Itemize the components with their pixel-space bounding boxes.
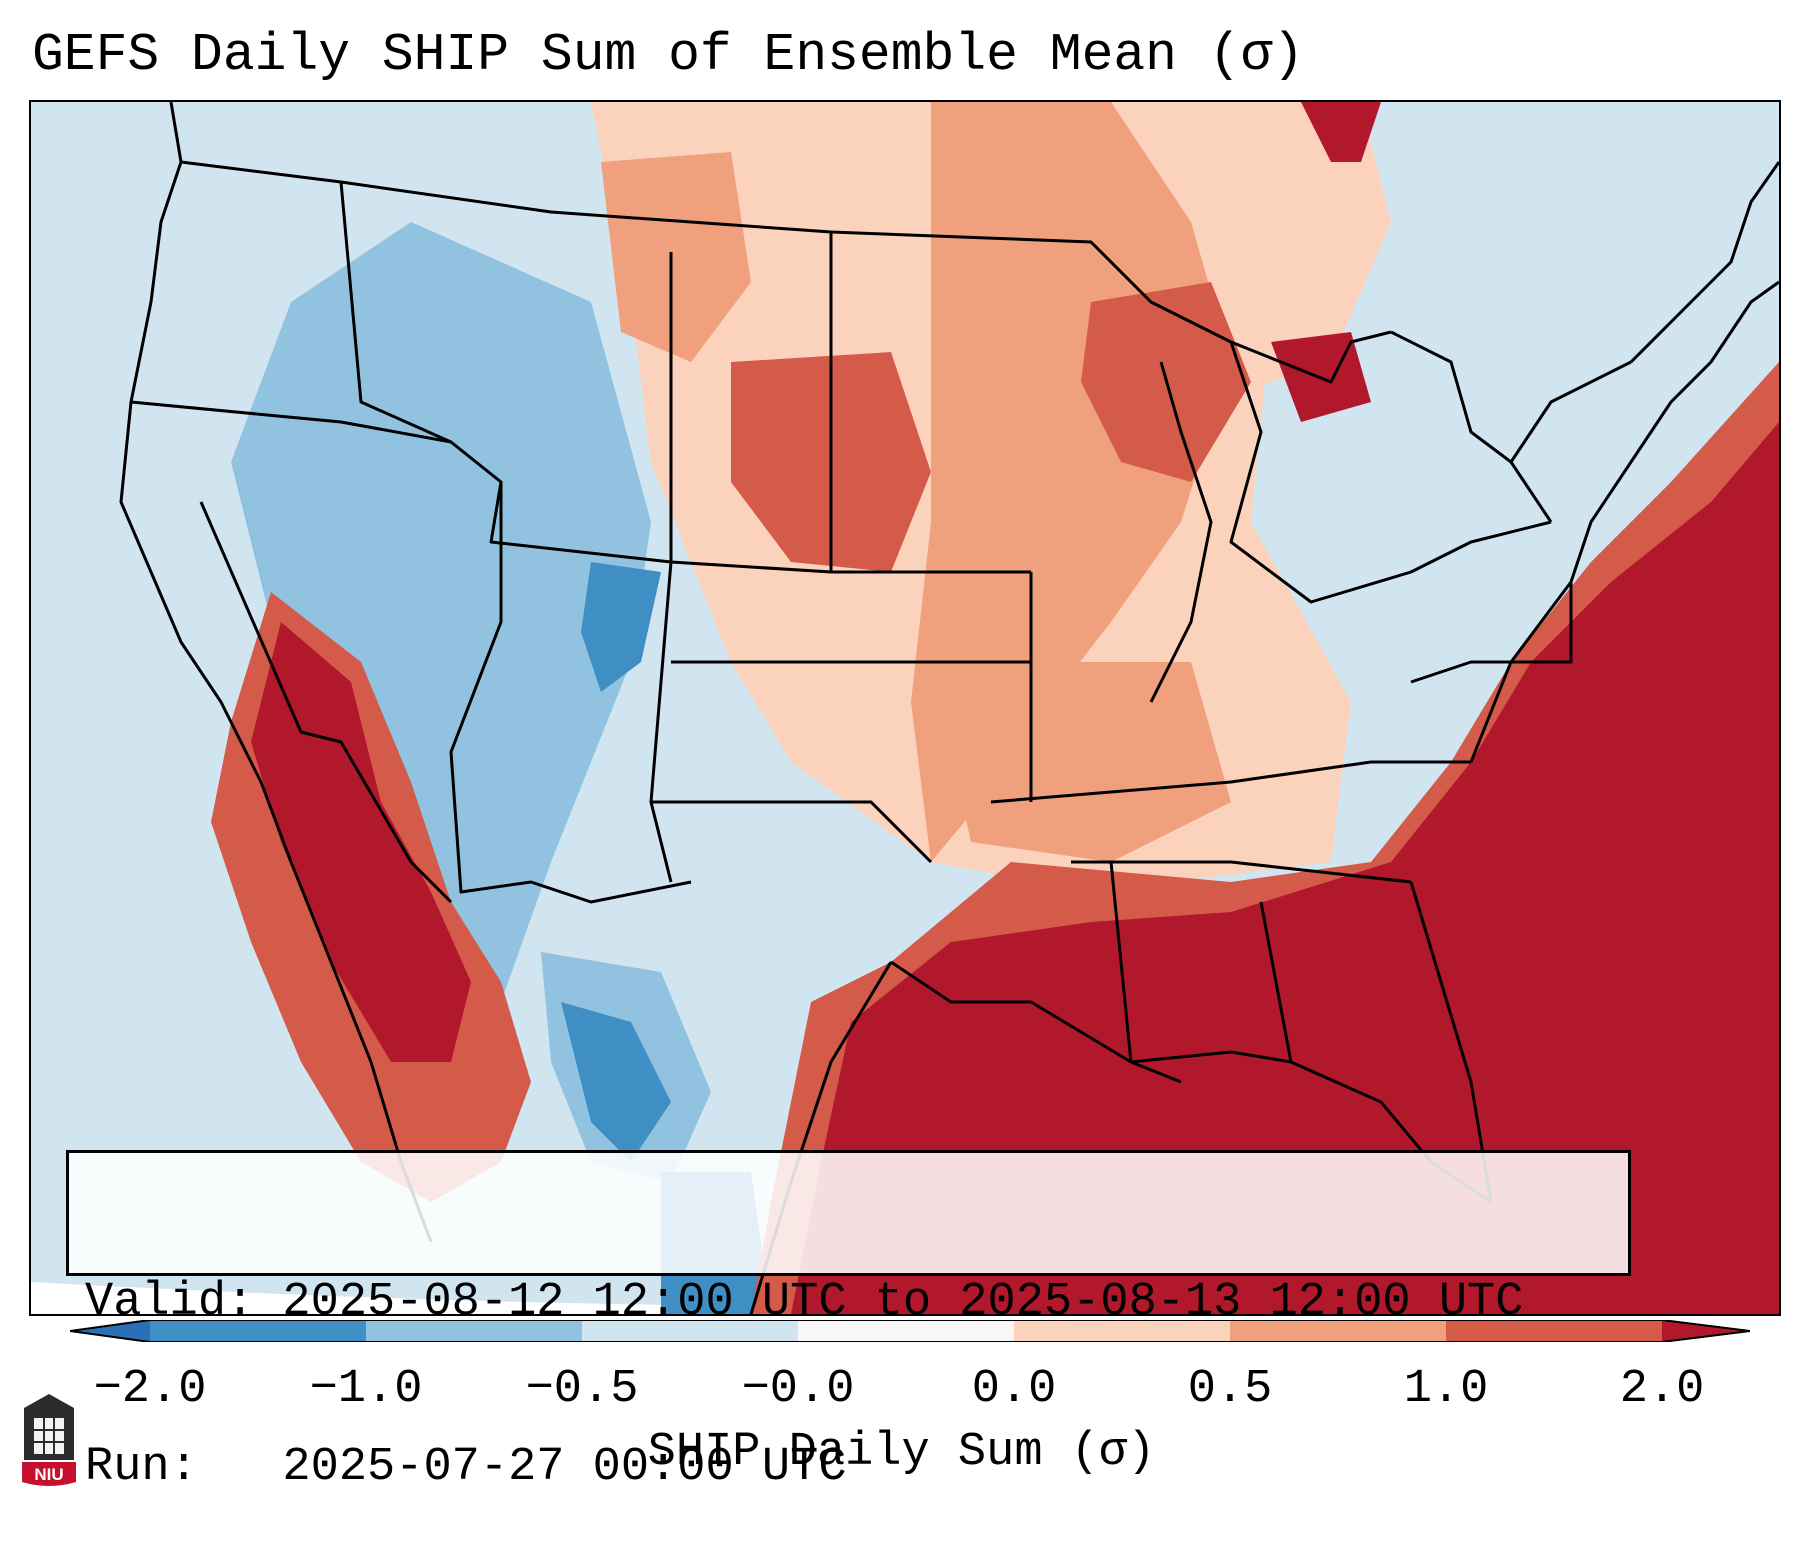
field-very-warm-gulf-atlantic — [791, 422, 1779, 1314]
field-moderate-warm-montana — [601, 152, 751, 362]
colorbar-bin — [1230, 1320, 1446, 1342]
run-time-text: Run: 2025-07-27 00:00 UTC — [85, 1441, 847, 1494]
field-very-warm-ontario — [1301, 102, 1381, 162]
colorbar-bin — [366, 1320, 582, 1342]
colorbar — [70, 1320, 1750, 1342]
logo-text: NIU — [34, 1465, 64, 1484]
colorbar-bin — [1014, 1320, 1230, 1342]
colorbar-tick-label: −1.0 — [309, 1363, 423, 1416]
colorbar-tick-label: −0.5 — [525, 1363, 639, 1416]
map-panel — [29, 100, 1781, 1316]
colorbar-bin — [150, 1320, 366, 1342]
map-title: GEFS Daily SHIP Sum of Ensemble Mean (σ) — [32, 25, 1305, 85]
niu-logo-icon — [22, 1394, 76, 1486]
field-strong-cool-colorado — [581, 562, 661, 692]
colorbar-tick-label: −2.0 — [93, 1363, 207, 1416]
colorbar-tick-label: 1.0 — [1403, 1363, 1489, 1416]
field-moderate-warm-south — [931, 662, 1231, 862]
validity-info-box: Valid: 2025-08-12 12:00 UTC to 2025-08-1… — [66, 1150, 1631, 1494]
colorbar-tick-label: −0.0 — [741, 1363, 855, 1416]
colorbar-label: SHIP Daily Sum (σ) — [647, 1426, 1156, 1479]
colorbar-tick-label: 2.0 — [1619, 1363, 1705, 1416]
colorbar-bin — [798, 1320, 1014, 1342]
colorbar-extend-low — [70, 1320, 150, 1342]
field-strong-cool-mexico — [561, 1002, 671, 1162]
colorbar-extend-high — [1662, 1320, 1750, 1342]
field-cool-interior-west — [231, 222, 651, 1082]
ship-anomaly-map — [31, 102, 1779, 1314]
niu-logo: NIU — [20, 1390, 78, 1490]
colorbar-tick-label: 0.0 — [971, 1363, 1057, 1416]
colorbar-tick-label: 0.5 — [1187, 1363, 1273, 1416]
colorbar-bin — [582, 1320, 798, 1342]
colorbar-bin — [1446, 1320, 1662, 1342]
